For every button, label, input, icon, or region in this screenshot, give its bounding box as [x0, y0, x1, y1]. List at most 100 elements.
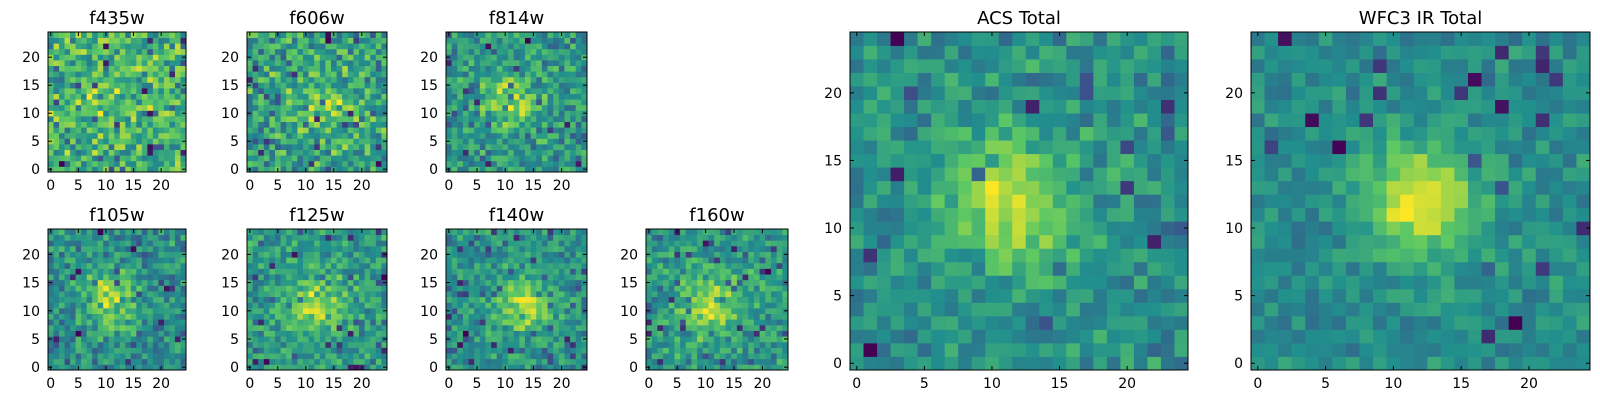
heatmap-cell	[64, 65, 71, 72]
heatmap-cell	[125, 144, 132, 150]
heatmap-cell	[1079, 234, 1094, 249]
heatmap-cell	[331, 93, 337, 100]
heatmap-cell	[998, 207, 1013, 222]
heatmap-cell	[103, 110, 110, 117]
heatmap-cell	[375, 274, 382, 281]
heatmap-cell	[547, 251, 554, 258]
heatmap-cell	[119, 149, 126, 156]
heatmap-cell	[759, 324, 766, 331]
heatmap-cell	[297, 155, 304, 162]
x-tick-label: 20	[152, 178, 170, 194]
heatmap-cell	[303, 37, 309, 44]
heatmap-cell	[575, 110, 582, 117]
heatmap-cell	[524, 127, 531, 134]
heatmap-cell	[108, 60, 115, 66]
heatmap-cell	[75, 347, 82, 354]
heatmap-cell	[169, 71, 176, 78]
heatmap-cell	[564, 93, 571, 100]
axes-frame	[246, 228, 388, 371]
heatmap-cell	[971, 356, 986, 371]
heatmap-cell	[297, 285, 304, 292]
heatmap-cell	[119, 353, 126, 360]
heatmap-cell	[375, 307, 382, 314]
heatmap-cell	[108, 341, 115, 348]
heatmap-cell	[753, 336, 760, 343]
heatmap-cell	[462, 37, 469, 44]
heatmap-cell	[536, 268, 543, 275]
heatmap-cell	[971, 261, 986, 276]
heatmap-cell	[263, 99, 270, 106]
heatmap-cell	[519, 291, 526, 298]
heatmap-cell	[275, 336, 281, 343]
heatmap-cell	[370, 257, 377, 264]
heatmap-cell	[308, 149, 315, 156]
heatmap-cell	[697, 364, 704, 371]
heatmap-cell	[457, 274, 464, 281]
heatmap-cell	[342, 291, 349, 298]
heatmap-cell	[1160, 329, 1175, 344]
heatmap-cell	[53, 93, 60, 100]
heatmap-cell	[530, 149, 537, 156]
heatmap-cell	[547, 319, 554, 326]
heatmap-cell	[474, 319, 481, 326]
heatmap-cell	[342, 48, 349, 55]
heatmap-cell	[252, 324, 259, 331]
heatmap-cell	[524, 88, 531, 94]
heatmap-cell	[297, 132, 304, 139]
heatmap-cell	[325, 324, 332, 331]
heatmap-cell	[702, 330, 709, 337]
heatmap-cell	[697, 330, 704, 337]
heatmap-cell	[451, 347, 458, 354]
heatmap-cell	[163, 274, 170, 281]
heatmap-cell	[1133, 234, 1148, 249]
heatmap-cell	[863, 153, 878, 168]
heatmap-cell	[119, 251, 126, 258]
heatmap-cell	[336, 160, 343, 167]
heatmap-cell	[524, 116, 531, 122]
heatmap-cell	[508, 149, 515, 156]
heatmap-cell	[1039, 248, 1054, 263]
heatmap-cell	[86, 166, 93, 173]
heatmap-cell	[663, 353, 670, 360]
heatmap-cell	[553, 324, 560, 331]
heatmap-cell	[491, 229, 498, 236]
heatmap-cell	[474, 285, 481, 292]
heatmap-cell	[174, 229, 181, 236]
heatmap-cell	[742, 245, 749, 252]
heatmap-cell	[174, 166, 181, 173]
heatmap-cell	[502, 99, 509, 106]
heatmap-cell	[575, 358, 582, 365]
heatmap-cell	[297, 229, 304, 236]
heatmap-cell	[457, 302, 464, 309]
heatmap-cell	[364, 347, 371, 354]
heatmap-cell	[547, 138, 554, 145]
heatmap-cell	[64, 121, 71, 128]
heatmap-cell	[708, 262, 715, 269]
heatmap-cell	[446, 324, 453, 331]
heatmap-cell	[485, 364, 492, 371]
heatmap-cell	[291, 65, 298, 72]
heatmap-cell	[103, 104, 110, 111]
heatmap-cell	[536, 240, 543, 247]
heatmap-cell	[890, 342, 905, 357]
heatmap-cell	[325, 104, 332, 111]
heatmap-cell	[158, 99, 165, 106]
heatmap-cell	[308, 358, 315, 365]
heatmap-cell	[114, 132, 121, 139]
x-tick-label: 15	[725, 376, 743, 392]
heatmap-cell	[114, 324, 121, 331]
heatmap-cell	[541, 291, 548, 298]
heatmap-cell	[370, 160, 377, 167]
heatmap-cell	[850, 234, 864, 249]
heatmap-cell	[474, 302, 481, 309]
heatmap-cell	[1093, 207, 1108, 222]
heatmap-cell	[280, 127, 287, 134]
heatmap-cell	[342, 71, 349, 78]
heatmap-cell	[163, 358, 170, 365]
heatmap-cell	[114, 65, 121, 72]
heatmap-cell	[570, 121, 577, 128]
heatmap-cell	[519, 48, 526, 55]
heatmap-cell	[163, 330, 170, 337]
heatmap-cell	[985, 248, 1000, 263]
heatmap-cell	[468, 257, 475, 264]
